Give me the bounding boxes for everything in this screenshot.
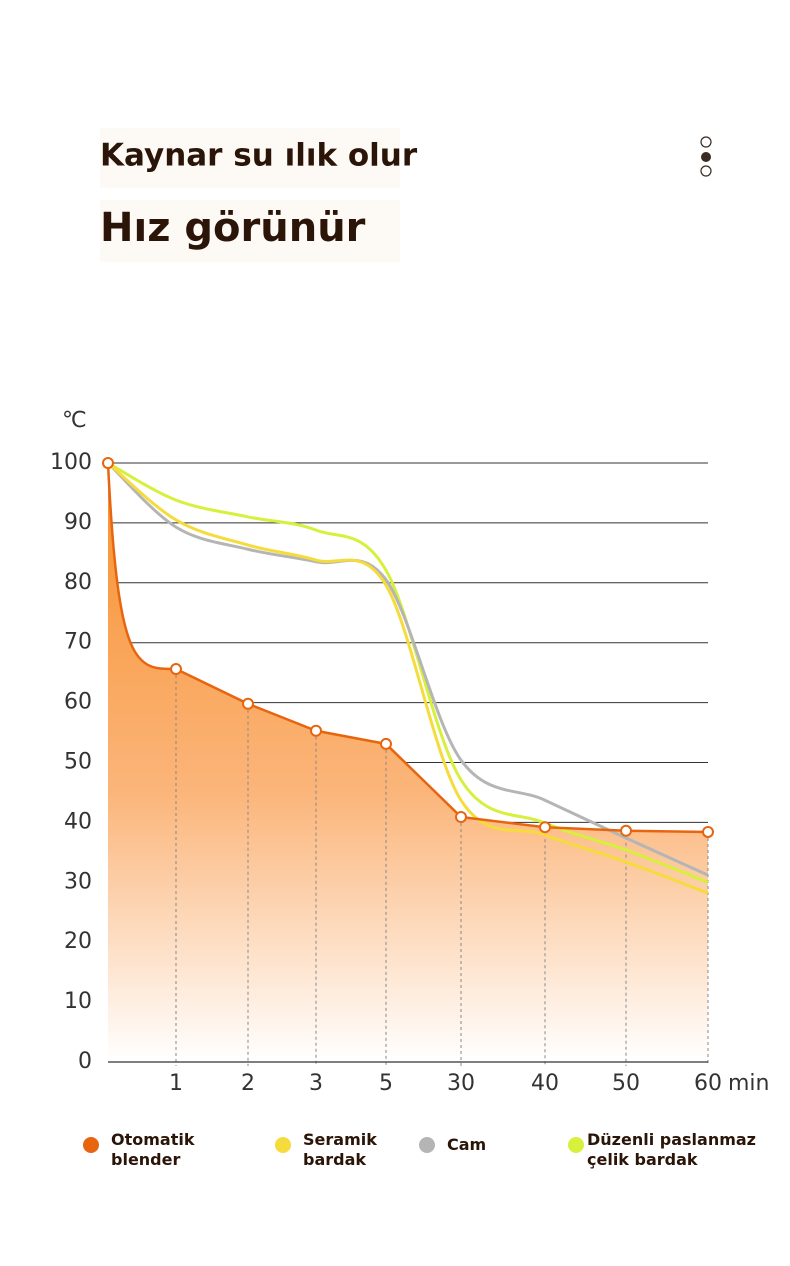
x-tick-label: 5: [379, 1071, 393, 1096]
y-tick-label: 70: [64, 630, 92, 655]
y-tick-label: 10: [64, 989, 92, 1014]
legend-marker: [275, 1137, 291, 1153]
legend-label: Seramik bardak: [303, 1130, 377, 1169]
point: [242, 697, 254, 710]
x-tick-label: 1: [169, 1071, 183, 1096]
series-line: [106, 461, 709, 877]
legend-label: Cam: [447, 1135, 487, 1154]
x-tick-label: 50: [612, 1071, 640, 1096]
subtitle: Hız görünür: [100, 205, 366, 251]
area: [108, 463, 708, 1062]
y-tick-label: 90: [64, 510, 92, 535]
legend-marker: [83, 1137, 99, 1153]
series-line: [106, 462, 709, 834]
legend-label: Otomatik blender: [111, 1130, 195, 1169]
page-dot: [700, 165, 712, 177]
legend-marker: [419, 1137, 435, 1153]
page-dot-active: [701, 152, 711, 162]
point: [702, 825, 714, 838]
legend-marker: [568, 1137, 584, 1153]
legend-label: Düzenli paslanmaz çelik bardak: [587, 1130, 756, 1169]
x-tick-label: 2: [241, 1071, 255, 1096]
y-tick-label: 30: [64, 869, 92, 894]
y-axis-label: ℃: [62, 408, 87, 433]
point: [310, 724, 322, 737]
point: [620, 824, 632, 837]
x-tick-label: 60: [694, 1071, 722, 1096]
y-tick-label: 50: [64, 750, 92, 775]
y-tick-label: 20: [64, 929, 92, 954]
page-dot: [700, 136, 712, 148]
series-line: [107, 461, 709, 895]
x-tick-label: 40: [531, 1071, 559, 1096]
y-tick-label: 40: [64, 809, 92, 834]
point: [380, 737, 392, 750]
title: Kaynar su ılık olur: [100, 138, 418, 174]
title-box: [100, 128, 400, 188]
point: [170, 663, 182, 676]
point: [539, 821, 551, 834]
y-tick-label: 0: [78, 1049, 92, 1074]
x-axis-label: min: [728, 1071, 770, 1096]
subtitle-box: [100, 200, 400, 262]
x-tick-label: 30: [447, 1071, 475, 1096]
point: [102, 457, 114, 469]
point: [455, 811, 467, 824]
y-tick-label: 60: [64, 690, 92, 715]
x-tick-label: 3: [309, 1071, 323, 1096]
y-tick-label: 100: [50, 450, 92, 475]
y-tick-label: 80: [64, 570, 92, 595]
